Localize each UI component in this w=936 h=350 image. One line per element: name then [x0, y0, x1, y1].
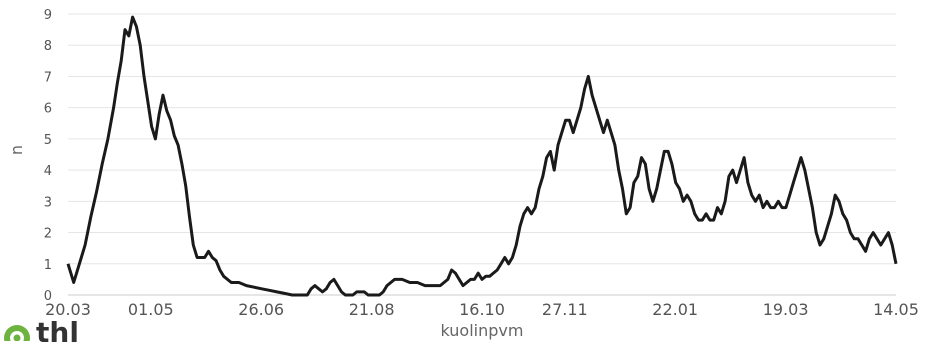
x-axis-title: kuolinpvm — [441, 321, 524, 340]
y-tick-label: 1 — [44, 258, 52, 273]
series-line — [66, 15, 898, 297]
x-tick-label: 20.03 — [45, 300, 91, 319]
x-tick-label: 14.05 — [873, 300, 919, 319]
y-tick-label: 6 — [44, 102, 52, 117]
y-axis-ticks: 0 1 2 3 4 5 6 7 8 9 — [44, 8, 52, 304]
x-tick-label: 26.06 — [238, 300, 284, 319]
series-lines — [66, 15, 898, 297]
y-tick-label: 7 — [44, 70, 52, 85]
x-tick-label: 01.05 — [128, 300, 174, 319]
line-chart: 0 1 2 3 4 5 6 7 8 9 20.03 01.05 26.06 21.08 16.10 27.1… — [7, 8, 919, 340]
x-tick-label: 22.01 — [652, 300, 698, 319]
y-tick-label: 8 — [44, 39, 52, 54]
x-tick-label: 21.08 — [349, 300, 395, 319]
gridlines — [68, 13, 896, 296]
y-tick-label: 9 — [44, 8, 52, 23]
y-tick-label: 3 — [44, 195, 52, 210]
x-axis-ticks: 20.03 01.05 26.06 21.08 16.10 27.11 22.01 19.03… — [45, 300, 919, 319]
y-axis-title: n — [7, 145, 26, 155]
thl-logo — [0, 318, 36, 341]
x-tick-label: 16.10 — [459, 300, 505, 319]
x-tick-label: 27.11 — [542, 300, 588, 319]
y-tick-label: 5 — [44, 133, 52, 148]
logo-text: thl — [36, 316, 79, 349]
leaf-logo-icon — [4, 325, 30, 341]
y-tick-label: 0 — [44, 289, 52, 304]
y-tick-label: 2 — [44, 227, 52, 242]
x-tick-label: 19.03 — [763, 300, 809, 319]
y-tick-label: 4 — [44, 164, 52, 179]
